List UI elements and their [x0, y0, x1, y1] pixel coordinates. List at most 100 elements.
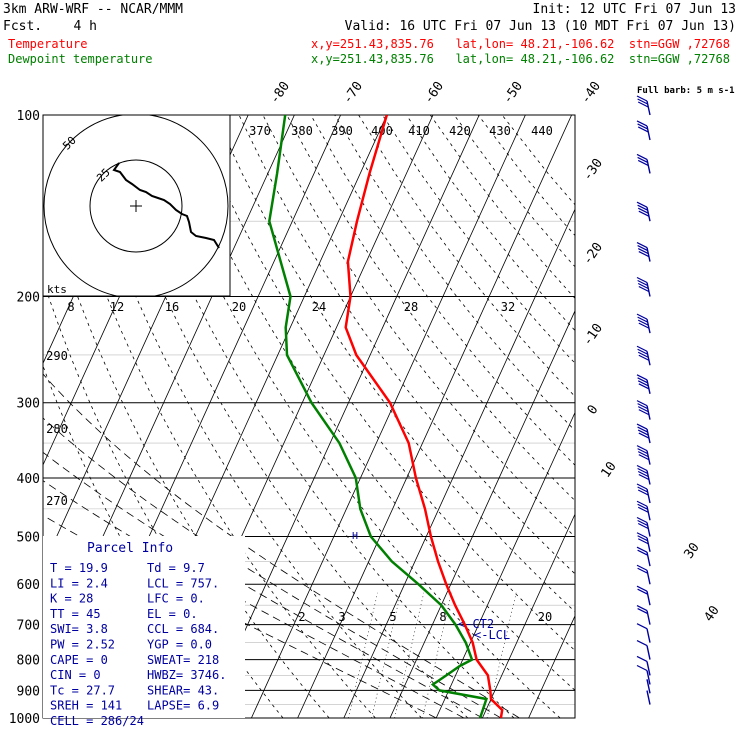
- dry-adiabat: [190, 115, 575, 652]
- wind-barb-flag: [637, 207, 649, 214]
- pressure-label: 900: [17, 684, 40, 699]
- wind-barb-flag: [636, 400, 648, 407]
- wind-barb-flag: [638, 383, 650, 390]
- parcel-info-title: Parcel Info: [87, 541, 173, 556]
- wind-barb-flag: [637, 403, 648, 410]
- pressure-label: 400: [17, 472, 40, 487]
- pressure-axis-labels: 100 200 300 400 500 600 700 800 900 1000: [9, 109, 40, 727]
- wind-barb-flag: [637, 159, 649, 166]
- isotherm: [528, 614, 575, 718]
- wind-barb-flag: [637, 248, 649, 255]
- dry-adiabat: [47, 115, 376, 718]
- theta-label: 410: [408, 124, 430, 138]
- wind-barb-flag: [637, 351, 649, 358]
- wind-barb-flag: [636, 313, 648, 320]
- wind-barb-flag: [637, 348, 648, 355]
- wind-barb-flag: [637, 489, 649, 496]
- mixing-ratio-label: 3: [338, 610, 345, 624]
- wind-barbs: [636, 95, 651, 705]
- speed-tick: 24: [312, 300, 326, 314]
- isotherm-label: 10: [598, 459, 619, 480]
- wind-barb-staff: [646, 645, 651, 660]
- dry-adiabat: [382, 115, 575, 364]
- mixing-ratio-line: [348, 592, 378, 718]
- speed-tick: 16: [165, 300, 179, 314]
- isotherm: [251, 115, 526, 718]
- moist-adiabat: [43, 480, 465, 718]
- parcel-info-left: SREH = 141: [50, 699, 122, 713]
- wind-barb-flag: [637, 377, 648, 384]
- wind-barb-staff: [646, 552, 651, 567]
- mixing-ratio-label: 20: [538, 610, 552, 624]
- wind-barb-flag: [636, 516, 648, 524]
- speed-tick: 32: [501, 300, 515, 314]
- wind-barb-flag: [637, 519, 648, 527]
- wind-barb-flag: [636, 585, 648, 592]
- level-marker: <-LCL: [474, 628, 510, 642]
- wind-barb-staff: [646, 628, 651, 643]
- wind-barb-staff: [646, 610, 651, 625]
- parcel-info-left: PW = 2.52: [50, 638, 115, 652]
- dry-adiabat: [143, 115, 561, 718]
- valid-time: Valid: 16 UTC Fri 07 Jun 13 (10 MDT Fri …: [345, 19, 736, 34]
- parcel-info-left: TT = 45: [50, 607, 101, 621]
- wind-barb-flag: [636, 564, 648, 571]
- mixing-ratio-line: [422, 592, 452, 718]
- legend-temperature-label: Temperature: [8, 37, 87, 51]
- wind-barb-staff: [646, 537, 651, 552]
- wind-barb-flag: [636, 664, 648, 672]
- theta-label: 420: [449, 124, 471, 138]
- temperature-line: [344, 115, 504, 718]
- wind-barb-flag: [637, 406, 649, 413]
- isotherm: [389, 309, 575, 718]
- wind-barb-flag: [636, 500, 648, 507]
- dry-adiabat: [71, 115, 422, 718]
- isotherm: [204, 115, 480, 718]
- wind-barb-staff: [646, 506, 651, 521]
- speed-tick: 20: [232, 300, 246, 314]
- pressure-label: 1000: [9, 712, 40, 727]
- wind-barb-flag: [637, 486, 648, 493]
- wind-barb-flag: [638, 285, 650, 293]
- wind-barb-flag: [636, 445, 648, 452]
- wind-barb-flag: [637, 470, 649, 478]
- wind-barb-flag: [636, 546, 648, 553]
- dry-adiabat: [95, 115, 469, 718]
- theta-label: 440: [531, 124, 553, 138]
- wind-barb-flag: [638, 432, 650, 439]
- wind-barb-flag: [637, 503, 648, 510]
- wind-barb-flag: [636, 423, 648, 430]
- wind-barb-flag: [636, 464, 648, 472]
- parcel-info-left: T = 19.9: [50, 561, 108, 575]
- hodograph-trace: [112, 162, 220, 249]
- wind-barb-flag: [638, 454, 650, 461]
- wind-barb-flag: [636, 242, 648, 249]
- isotherm-label: -20: [580, 240, 606, 268]
- wind-barb-flag: [636, 374, 648, 381]
- mixing-ratio-line: [371, 592, 401, 718]
- parcel-info-right: LFC = 0.: [147, 592, 205, 606]
- theta-label: 390: [331, 124, 353, 138]
- height-marker: H: [352, 531, 358, 542]
- wind-barb-flag: [636, 532, 648, 539]
- legend-temperature-info: x,y=251.43,835.76 lat,lon= 48.21,-106.62…: [311, 37, 730, 51]
- mixing-ratio-line: [486, 592, 517, 718]
- mixing-ratio-line: [394, 592, 425, 718]
- pressure-label: 600: [17, 578, 40, 593]
- wind-barb-flag: [636, 201, 648, 208]
- wind-barb-flag: [637, 549, 648, 556]
- wind-barb-flag: [638, 354, 650, 361]
- wind-barb-flag: [637, 316, 648, 323]
- parcel-info-panel: Parcel Info T = 19.9 Td = 9.7 LI = 2.4 LCL …: [43, 536, 245, 728]
- mixing-ratio-label: 8: [439, 610, 446, 624]
- wind-barb-flag: [637, 535, 648, 542]
- parcel-info-right: EL = 0.: [147, 607, 198, 621]
- wind-barb-flag: [637, 101, 649, 108]
- pressure-label: 100: [17, 109, 40, 124]
- wind-barb-flag: [637, 467, 648, 475]
- wind-barb-staff: [646, 405, 651, 420]
- wind-barb-flag: [636, 483, 648, 490]
- wind-barb-flag: [636, 276, 648, 284]
- pressure-label: 500: [17, 530, 40, 545]
